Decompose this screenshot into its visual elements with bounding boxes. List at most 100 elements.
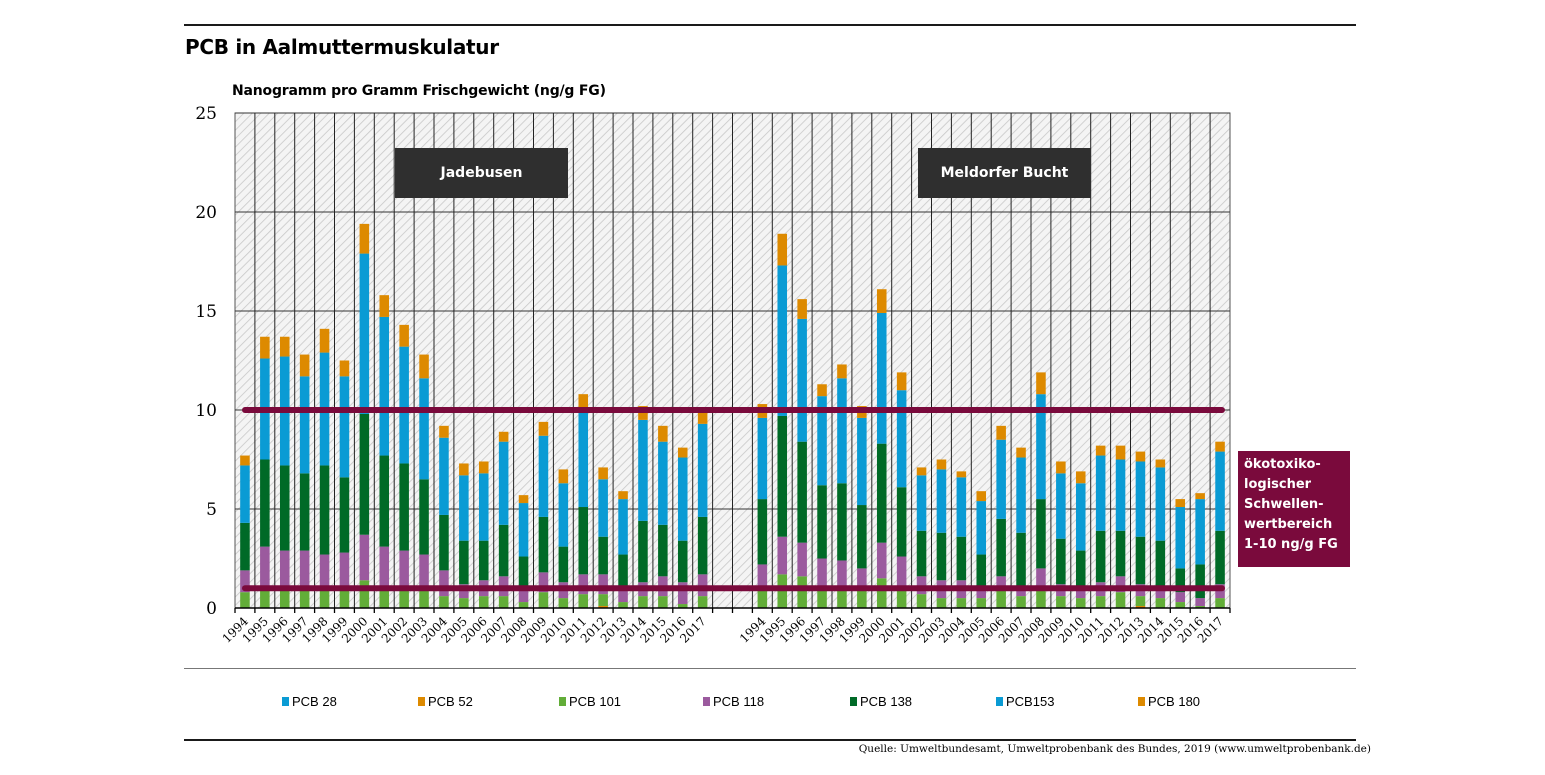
bar-segment-pcb153-jadebusen-1997 [299,376,310,474]
bar-segment-pcb138-jadebusen-2001 [379,455,390,547]
bar-segment-pcb118-meldorfer-bucht-1996 [797,542,807,577]
bar-segment-pcb101-jadebusen-2000 [359,580,370,608]
bar-segment-pcb101-jadebusen-1998 [319,590,330,608]
bar-segment-pcb153-jadebusen-2002 [399,346,409,464]
bar-segment-pcb180-jadebusen-2015 [658,425,668,442]
bar-segment-pcb138-meldorfer-bucht-2002 [916,530,927,577]
bar-segment-pcb180-meldorfer-bucht-1998 [837,364,847,379]
bar-segment-pcb101-jadebusen-2004 [439,596,449,608]
legend-swatch [1138,697,1145,706]
bar-segment-pcb180-jadebusen-2001 [379,295,390,317]
legend-label: PCB 101 [569,694,622,709]
bar-segment-pcb153-meldorfer-bucht-2013 [1135,461,1146,537]
bar-segment-pcb118-jadebusen-2012 [598,574,608,595]
bar-segment-pcb180-meldorfer-bucht-2002 [916,467,927,476]
bar-segment-pcb138-meldorfer-bucht-2003 [936,532,947,581]
bar-segment-pcb138-jadebusen-2017 [697,516,708,575]
source-note: Quelle: Umweltbundesamt, Umweltprobenban… [858,743,1371,755]
bar-segment-pcb138-meldorfer-bucht-2014 [1155,540,1166,589]
bar-segment-pcb101-meldorfer-bucht-2009 [1056,596,1066,608]
y-tick-label: 0 [206,599,217,619]
bar-segment-pcb180-meldorfer-bucht-2008 [1036,372,1046,395]
bar-segment-pcb153-jadebusen-2000 [359,253,370,414]
bar-segment-pcb118-meldorfer-bucht-1998 [837,560,847,591]
bar-segment-pcb118-meldorfer-bucht-2001 [896,556,907,591]
bar-segment-pcb101-meldorfer-bucht-2000 [876,578,887,608]
bar-segment-pcb101-jadebusen-2010 [558,598,569,608]
bar-segment-pcb101-jadebusen-2016 [677,604,688,608]
bar-segment-pcb153-meldorfer-bucht-2017 [1215,451,1225,531]
bar-segment-pcb101-meldorfer-bucht-1997 [817,590,827,608]
bar-segment-pcb118-meldorfer-bucht-2016 [1195,598,1205,607]
bar-segment-pcb101-meldorfer-bucht-1999 [857,590,867,608]
bar-segment-pcb153-jadebusen-1999 [339,376,350,478]
bar-segment-pcb101-meldorfer-bucht-2010 [1075,598,1086,608]
bar-segment-pcb180-meldorfer-bucht-2007 [1016,447,1026,458]
bar-segment-pcb101-jadebusen-2014 [638,596,648,608]
bar-segment-pcb153-meldorfer-bucht-2011 [1095,455,1106,531]
bar-segment-pcb118-jadebusen-1996 [279,550,290,591]
y-tick-label: 20 [195,203,217,223]
bar-segment-pcb138-jadebusen-1995 [260,459,270,547]
bar-segment-pcb118-meldorfer-bucht-1995 [777,536,788,575]
bar-segment-pcb180-meldorfer-bucht-2016 [1195,493,1205,500]
bar-segment-pcb180-meldorfer-bucht-1995 [777,233,788,266]
legend-label: PCB 118 [713,694,765,709]
bar-segment-pcb138-meldorfer-bucht-2001 [896,487,907,557]
bar-segment-pcb101-jadebusen-1996 [279,590,290,608]
bar-segment-pcb101-jadebusen-2007 [498,596,509,608]
bar-segment-pcb118-jadebusen-2000 [359,534,370,581]
bar-segment-pcb101-jadebusen-1995 [260,590,270,608]
bar-segment-pcb153-jadebusen-2003 [419,378,429,480]
bar-segment-pcb118-jadebusen-2011 [578,574,589,595]
bar-segment-pcb153-meldorfer-bucht-1996 [797,318,807,442]
bar-segment-pcb153-meldorfer-bucht-2005 [976,501,987,555]
bar-segment-pcb101-jadebusen-2012 [598,594,608,607]
bar-segment-pcb101-jadebusen-1994 [240,592,250,608]
bar-segment-pcb138-meldorfer-bucht-1995 [777,415,788,537]
bar-segment-pcb138-jadebusen-2016 [677,540,688,583]
bar-segment-pcb101-jadebusen-2003 [419,590,429,608]
bar-segment-pcb101-meldorfer-bucht-2015 [1175,602,1186,608]
bar-segment-pcb118-jadebusen-1994 [240,570,250,593]
legend-item-pcb153: PCB153 [996,694,1054,709]
bar-segment-pcb180-jadebusen-2013 [618,491,628,500]
bar-segment-pcb101-meldorfer-bucht-2012 [1115,592,1126,608]
bar-segment-pcb180-jadebusen-2003 [419,354,429,379]
bottom-rule [184,739,1356,741]
bar-segment-pcb180-meldorfer-bucht-2011 [1095,445,1106,456]
bar-segment-pcb138-meldorfer-bucht-2010 [1075,550,1086,589]
bar-segment-pcb138-jadebusen-2010 [558,546,569,583]
bar-segment-pcb101-meldorfer-bucht-2008 [1036,590,1046,608]
legend-item-pcb118: PCB 118 [703,694,764,709]
bar-segment-pcb138-jadebusen-2014 [638,520,648,583]
bar-segment-pcb118-jadebusen-2016 [677,582,688,605]
bar-segment-pcb101-meldorfer-bucht-2002 [916,594,927,608]
bar-segment-pcb138-meldorfer-bucht-2013 [1135,536,1146,585]
bar-segment-pcb118-jadebusen-2008 [518,588,529,603]
axes: 0510152025199419951996199719981999200020… [195,104,1231,646]
bar-segment-pcb101-meldorfer-bucht-2013 [1135,596,1146,607]
bar-segment-pcb118-meldorfer-bucht-1997 [817,558,827,591]
bar-segment-pcb153-meldorfer-bucht-2012 [1115,459,1126,531]
legend-swatch [996,697,1003,706]
bar-segment-pcb138-jadebusen-2004 [439,514,449,571]
bar-segment-pcb52-jadebusen-2012 [598,606,608,608]
bar-segment-pcb138-jadebusen-1999 [339,477,350,553]
bar-segment-pcb153-jadebusen-2016 [677,457,688,541]
bar-segment-pcb101-jadebusen-2009 [538,592,549,608]
bar-segment-pcb180-meldorfer-bucht-2006 [996,425,1006,440]
bar-segment-pcb118-jadebusen-2009 [538,572,549,593]
bar-segment-pcb153-jadebusen-2004 [439,437,449,515]
bar-segment-pcb101-jadebusen-2013 [618,602,628,608]
legend-top-rule [184,668,1356,669]
bar-segment-pcb180-jadebusen-1995 [260,336,270,359]
bar-segment-pcb180-meldorfer-bucht-1997 [817,384,827,397]
y-tick-label: 10 [195,401,217,421]
bar-segment-pcb138-jadebusen-2005 [459,540,469,585]
bar-segment-pcb153-jadebusen-2009 [538,435,549,517]
bar-segment-pcb118-meldorfer-bucht-2007 [1016,588,1026,597]
bar-segment-pcb138-meldorfer-bucht-2007 [1016,532,1026,589]
bar-segment-pcb180-jadebusen-2002 [399,324,409,347]
bar-segment-pcb153-meldorfer-bucht-1998 [837,378,847,484]
